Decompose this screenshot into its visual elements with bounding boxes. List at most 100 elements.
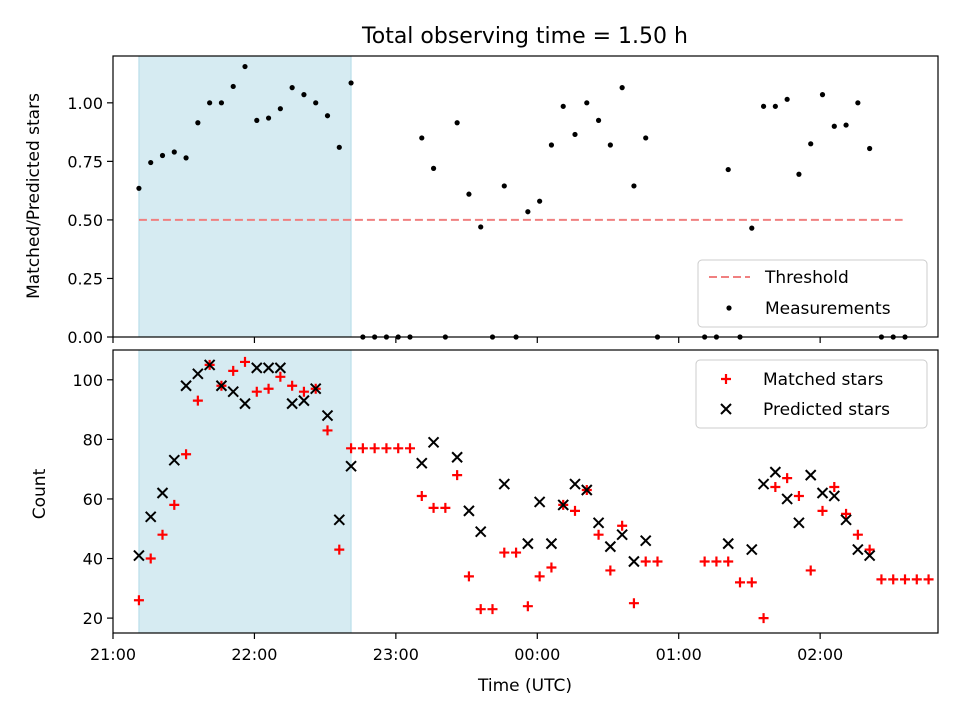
data-point	[643, 135, 649, 141]
data-point	[781, 493, 793, 505]
data-point	[181, 449, 192, 460]
top-legend: Threshold Measurements	[697, 259, 928, 328]
data-point	[475, 604, 486, 615]
data-point	[816, 487, 829, 499]
data-point	[548, 142, 555, 148]
data-point	[796, 171, 802, 177]
data-point	[428, 502, 439, 513]
data-point	[631, 183, 637, 189]
data-point	[923, 574, 934, 585]
data-point	[171, 149, 177, 155]
data-point	[430, 165, 437, 171]
data-point	[298, 394, 310, 407]
data-point	[628, 598, 639, 609]
data-point	[749, 225, 755, 231]
data-point	[463, 505, 475, 517]
data-point	[537, 198, 543, 204]
data-point	[533, 496, 546, 508]
data-point	[287, 380, 298, 391]
data-point	[619, 85, 625, 91]
data-point	[511, 547, 522, 558]
legend-measurements-label: Measurements	[765, 299, 891, 319]
data-point	[900, 574, 910, 585]
y-tick-label: 0.00	[67, 328, 103, 347]
data-point	[289, 85, 295, 91]
data-point	[699, 556, 710, 567]
data-point	[427, 436, 440, 449]
x-tick-label: 21:00	[90, 645, 136, 664]
data-point	[218, 100, 225, 106]
data-point	[487, 604, 498, 615]
data-point	[298, 386, 309, 397]
data-point	[501, 183, 507, 189]
plot-frame	[112, 349, 939, 634]
data-point	[772, 103, 778, 109]
data-point	[545, 537, 558, 550]
y-tick-label: 20	[83, 609, 103, 628]
legend-matched-swatch	[721, 374, 731, 384]
bottom-x-axis-label: Time (UTC)	[477, 676, 572, 696]
data-point	[324, 113, 331, 119]
data-point	[852, 529, 863, 540]
data-point	[136, 185, 142, 191]
data-point	[195, 120, 201, 126]
data-point	[793, 490, 804, 501]
data-point	[722, 537, 734, 550]
data-point	[805, 565, 816, 576]
legend-box	[695, 359, 928, 429]
x-tick-label: 02:00	[797, 645, 843, 664]
data-point	[584, 100, 590, 106]
data-point	[301, 92, 307, 98]
data-point	[159, 152, 166, 159]
data-point	[466, 191, 472, 197]
data-point	[604, 540, 617, 553]
data-point	[840, 514, 852, 526]
data-point	[593, 529, 604, 540]
legend-box	[697, 259, 928, 328]
x-tick-label: 00:00	[514, 645, 560, 664]
data-point	[333, 514, 345, 526]
data-point	[275, 371, 286, 382]
data-point	[313, 100, 319, 106]
data-point	[617, 520, 628, 531]
data-point	[321, 409, 334, 422]
data-point	[867, 145, 873, 152]
data-point	[277, 106, 283, 112]
data-point	[829, 482, 840, 493]
data-point	[416, 457, 428, 469]
data-point	[192, 395, 203, 406]
data-point	[831, 123, 837, 129]
data-point	[499, 547, 510, 558]
bottom-y-axis-label: Count	[30, 468, 50, 519]
data-point	[478, 224, 484, 230]
data-point	[805, 469, 817, 481]
y-tick-label: 40	[83, 550, 103, 569]
data-point	[451, 451, 463, 463]
data-point	[758, 613, 769, 624]
data-point	[230, 83, 236, 90]
data-point	[819, 92, 826, 98]
data-point	[592, 517, 605, 529]
data-point	[852, 543, 864, 556]
data-point	[640, 534, 652, 547]
data-point	[169, 499, 180, 510]
data-point	[746, 543, 758, 556]
data-point	[157, 529, 168, 540]
bottom-legend: Matched stars Predicted stars	[695, 359, 928, 429]
top-y-axis-label: Matched/Predicted stars	[24, 93, 44, 299]
data-point	[522, 537, 534, 550]
data-point	[876, 574, 887, 585]
data-point	[228, 365, 239, 376]
observing-interval-shade	[138, 55, 352, 338]
data-point	[183, 155, 189, 161]
data-point	[251, 386, 262, 397]
data-point	[808, 141, 814, 147]
data-point	[251, 362, 263, 374]
data-point	[572, 131, 578, 138]
y-tick-label: 100	[72, 371, 103, 390]
data-point	[760, 103, 767, 109]
data-point	[345, 460, 357, 472]
y-tick-label: 0.75	[67, 152, 103, 171]
